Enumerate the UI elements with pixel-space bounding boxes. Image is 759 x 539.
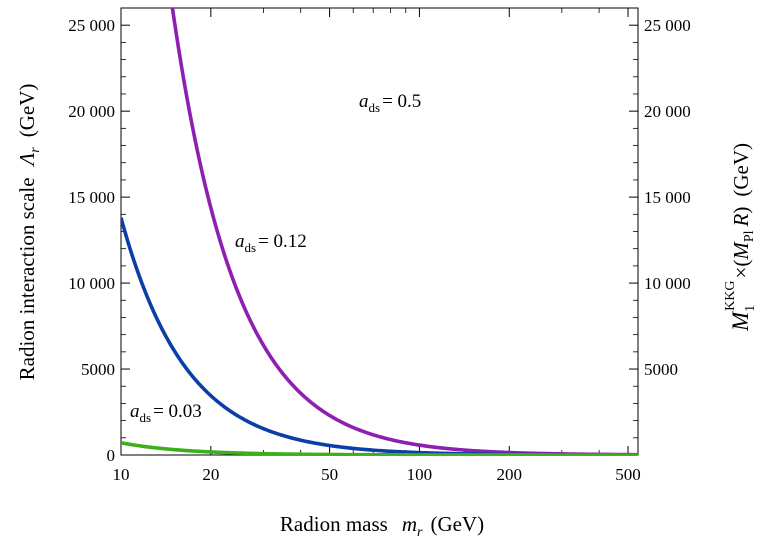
plot-frame xyxy=(120,7,639,456)
y-tick-label-1: 5000 xyxy=(81,360,115,379)
series-curves xyxy=(121,8,638,455)
y-tick-label-right-2: 15 000 xyxy=(644,188,691,207)
x-tick-label-3: 100 xyxy=(407,465,433,484)
series-line-2 xyxy=(121,441,638,455)
y-axis-title: Radion interaction scaleΛr(GeV) xyxy=(15,84,43,381)
x-tick-label-4: 200 xyxy=(497,465,523,484)
y-tick-label-5: 25 000 xyxy=(68,16,115,35)
y-tick-label-3: 15 000 xyxy=(68,188,115,207)
x-tick-label-5: 500 xyxy=(615,465,641,484)
series-line-0 xyxy=(170,8,638,455)
series-label-2: ads = 0.03 xyxy=(130,401,202,425)
y-axis-title-right: M1KKG×(MPlR)(GeV) xyxy=(723,143,758,332)
x-tick-label-1: 20 xyxy=(202,465,219,484)
y-tick-label-4: 20 000 xyxy=(68,102,115,121)
y-tick-label-2: 10 000 xyxy=(68,274,115,293)
y-tick-label-0: 0 xyxy=(107,446,116,465)
x-tick-label-2: 50 xyxy=(321,465,338,484)
x-tick-label-0: 10 xyxy=(113,465,130,484)
tick-marks xyxy=(120,8,638,456)
y-tick-label-right-1: 10 000 xyxy=(644,274,691,293)
x-axis-title: Radion mass mr (GeV) xyxy=(280,512,484,539)
y-tick-label-right-3: 20 000 xyxy=(644,102,691,121)
y-tick-label-right-4: 25 000 xyxy=(644,16,691,35)
series-label-0: ads = 0.5 xyxy=(359,91,421,115)
series-label-1: ads = 0.12 xyxy=(235,231,307,255)
y-tick-label-right-0: 5000 xyxy=(644,360,678,379)
